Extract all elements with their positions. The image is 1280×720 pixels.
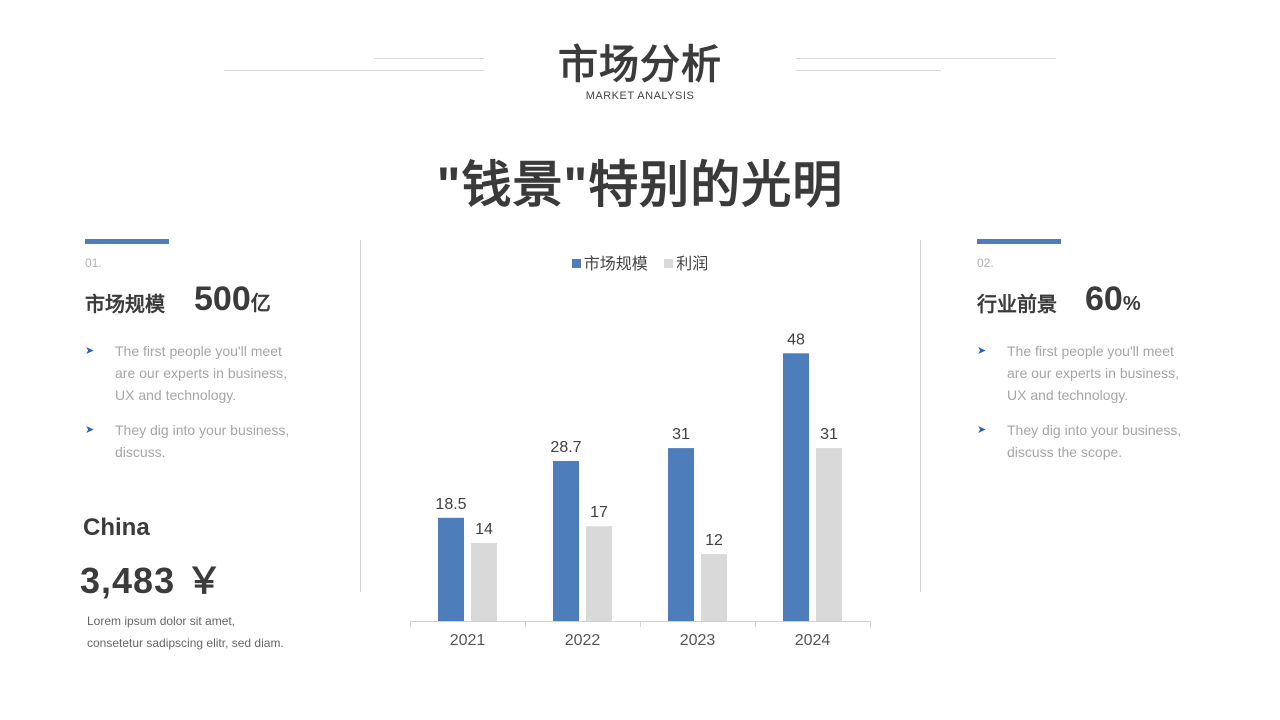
- right-panel-metric: 60%: [1085, 280, 1141, 319]
- x-tick-label: 2023: [680, 632, 716, 649]
- bar-market-size-2021: [438, 517, 464, 621]
- country-description: Lorem ipsum dolor sit amet, consetetur s…: [87, 614, 284, 650]
- page-subtitle: MARKET ANALYSIS: [585, 90, 695, 102]
- data-label: 18.5: [435, 496, 466, 513]
- title-divider-right-upper: [796, 58, 1056, 59]
- bar-profit-2022: [586, 526, 612, 621]
- bar-profit-2023: [701, 554, 727, 621]
- data-label: 31: [820, 426, 838, 443]
- right-panel-unit: %: [1122, 293, 1141, 315]
- page-title: 市场分析: [558, 43, 722, 87]
- list-item: ➤ The first people you'll meet are our ex…: [85, 340, 300, 406]
- left-bullet-list: ➤ The first people you'll meet are our ex…: [85, 340, 300, 476]
- legend-item-market-size: 市场规模: [571, 250, 648, 274]
- arrow-bullet-icon: ➤: [85, 424, 95, 436]
- chart-legend: 市场规模 利润: [360, 250, 920, 274]
- left-accent-bar: [85, 239, 169, 244]
- right-panel-value: 60: [1085, 280, 1123, 318]
- legend-swatch: [664, 259, 674, 268]
- x-tick-label: 2022: [565, 632, 601, 649]
- bar-market-size-2022: [553, 460, 579, 621]
- headline: "钱景"特别的光明: [436, 157, 844, 213]
- legend-swatch: [571, 259, 581, 268]
- title-divider-right-lower: [796, 70, 941, 71]
- title-divider-left-upper: [374, 58, 484, 59]
- left-panel-value: 500: [194, 280, 251, 318]
- list-item: ➤ The first people you'll meet are our ex…: [977, 340, 1192, 406]
- bar-profit-2024: [816, 448, 842, 621]
- country-name: China: [83, 514, 150, 541]
- data-label: 31: [672, 426, 690, 443]
- list-item: ➤ They dig into your business, discuss.: [85, 419, 300, 463]
- arrow-bullet-icon: ➤: [977, 424, 987, 436]
- bar-market-size-2023: [668, 448, 694, 621]
- legend-item-profit: 利润: [664, 250, 708, 274]
- country-amount: 3,483 ￥: [80, 560, 224, 601]
- data-label: 12: [705, 532, 723, 549]
- right-panel-number: 02.: [977, 256, 994, 270]
- bar-market-size-2024: [783, 353, 809, 621]
- data-label: 48: [787, 331, 805, 348]
- arrow-bullet-icon: ➤: [977, 345, 987, 357]
- left-separator: [360, 240, 361, 592]
- data-label: 28.7: [550, 439, 581, 456]
- arrow-bullet-icon: ➤: [85, 345, 95, 357]
- data-label: 14: [475, 521, 493, 538]
- bar-profit-2021: [471, 542, 497, 621]
- x-tick-label: 2024: [795, 632, 831, 649]
- left-panel-label: 市场规模: [85, 294, 165, 316]
- x-tick-label: 2021: [450, 632, 486, 649]
- title-divider-left-lower: [224, 70, 484, 71]
- list-item: ➤ They dig into your business, discuss th…: [977, 419, 1192, 463]
- right-bullet-list: ➤ The first people you'll meet are our ex…: [977, 340, 1192, 476]
- bar-chart: 18.5 14 2021 28.7 17 2022 31 12 2023 48 31 2024: [410, 331, 871, 649]
- left-panel-number: 01.: [85, 256, 102, 270]
- right-separator: [920, 240, 921, 592]
- right-panel-label: 行业前景: [977, 294, 1057, 316]
- left-panel-unit: 亿: [250, 293, 271, 315]
- right-accent-bar: [977, 239, 1061, 244]
- left-panel-metric: 500亿: [194, 280, 271, 319]
- data-label: 17: [590, 504, 608, 521]
